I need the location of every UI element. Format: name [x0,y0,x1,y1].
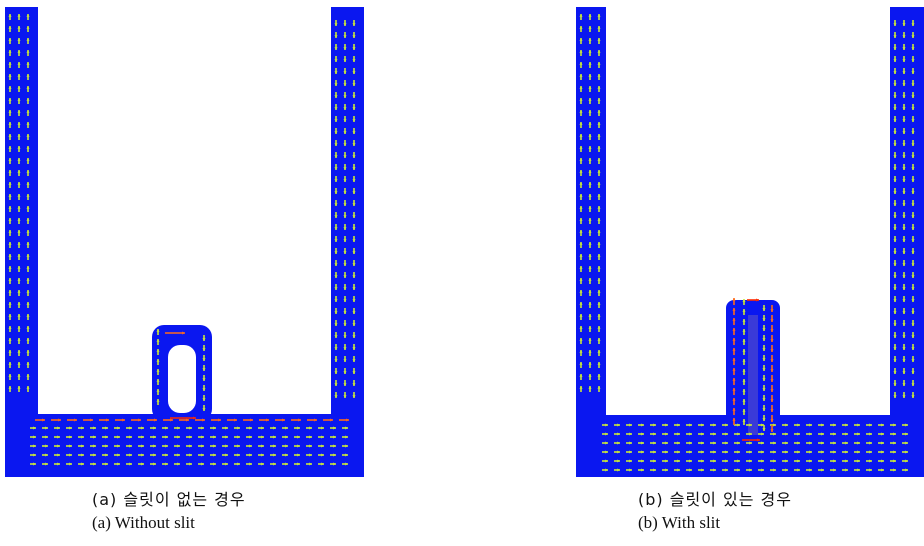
core-shape-a [5,7,364,477]
caption-english-b: (b) With slit [638,513,721,532]
flux-arrows-a [8,14,356,466]
flux-field-plot-b [576,7,924,477]
core-shape-b [576,7,924,477]
flux-field-plot-a [5,7,364,477]
panel-with-slit: (b) 슬릿이 있는 경우 (b) With slit [572,0,924,546]
caption-korean-b: (b) 슬릿이 있는 경우 [638,490,792,509]
caption-english-a: (a) Without slit [92,513,195,532]
caption-korean-a: (a) 슬릿이 없는 경우 [92,490,246,509]
panel-without-slit: (a) 슬릿이 없는 경우 (a) Without slit [0,0,378,546]
flux-arrows-b [579,14,915,472]
